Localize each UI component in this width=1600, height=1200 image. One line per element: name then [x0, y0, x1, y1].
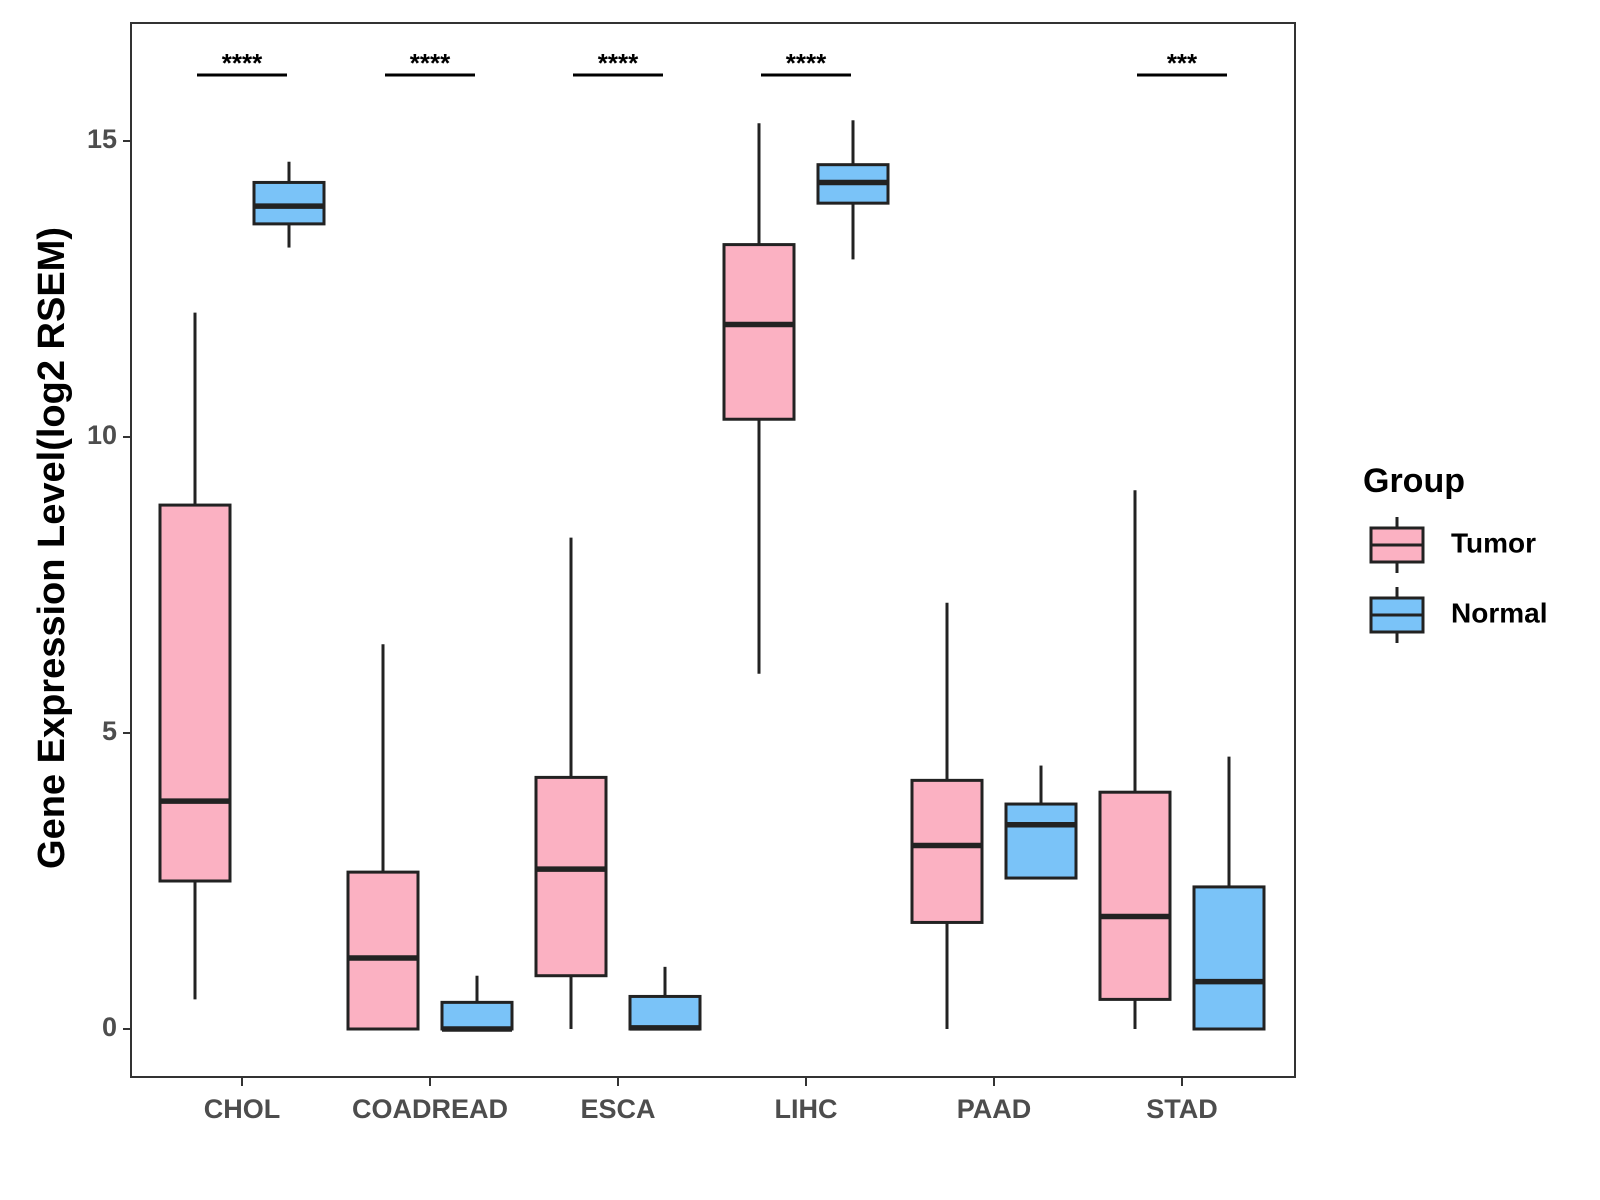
legend-label-normal: Normal [1451, 597, 1547, 628]
x-tick-label: STAD [1146, 1094, 1218, 1124]
y-tick-label: 10 [87, 420, 117, 450]
x-tick-label: CHOL [204, 1094, 281, 1124]
y-tick-label: 15 [87, 124, 117, 154]
box-normal-stad [1192, 756, 1266, 1031]
box-tumor-lihc [722, 123, 796, 674]
x-tick-label: PAAD [957, 1094, 1032, 1124]
box-body [1192, 885, 1266, 1031]
box-body [628, 994, 702, 1031]
box-normal-lihc [816, 120, 890, 260]
y-axis: 0 5 10 15 [87, 124, 131, 1042]
box-tumor-chol [158, 312, 232, 1000]
y-tick-label: 5 [102, 716, 117, 746]
box-body [440, 1000, 514, 1031]
significance-label: **** [598, 48, 639, 78]
significance-label: **** [786, 48, 827, 78]
box-normal-chol [252, 161, 326, 248]
x-tick-label: COADREAD [352, 1094, 508, 1124]
box-normal-paad [1004, 765, 1078, 880]
significance-label: **** [222, 48, 263, 78]
significance-label: **** [410, 48, 451, 78]
box-body [158, 503, 232, 883]
box-normal-coadread [440, 975, 514, 1032]
box-body [722, 243, 796, 421]
box-tumor-esca [534, 537, 608, 1029]
x-axis: CHOL COADREAD ESCA LIHC PAAD STAD [204, 1077, 1218, 1124]
box-tumor-stad [1098, 490, 1172, 1029]
legend: Group Tumor Normal [1363, 462, 1547, 643]
box-body [252, 180, 326, 226]
box-body [910, 778, 984, 924]
significance-label: *** [1167, 48, 1198, 78]
box-body [346, 870, 420, 1031]
legend-title: Group [1363, 462, 1465, 500]
box-body [1004, 802, 1078, 880]
box-tumor-paad [910, 602, 984, 1029]
box-normal-esca [628, 966, 702, 1031]
box-series [158, 120, 1266, 1032]
y-tick-label: 0 [102, 1012, 117, 1042]
box-body [534, 775, 608, 978]
y-axis-title: Gene Expression Level(log2 RSEM) [31, 227, 73, 869]
box-tumor-coadread [346, 644, 420, 1031]
significance-annotations: **** **** **** **** *** [197, 48, 1227, 78]
legend-label-tumor: Tumor [1451, 527, 1536, 558]
x-tick-label: ESCA [580, 1094, 655, 1124]
box-body [1098, 790, 1172, 1001]
x-tick-label: LIHC [775, 1094, 838, 1124]
